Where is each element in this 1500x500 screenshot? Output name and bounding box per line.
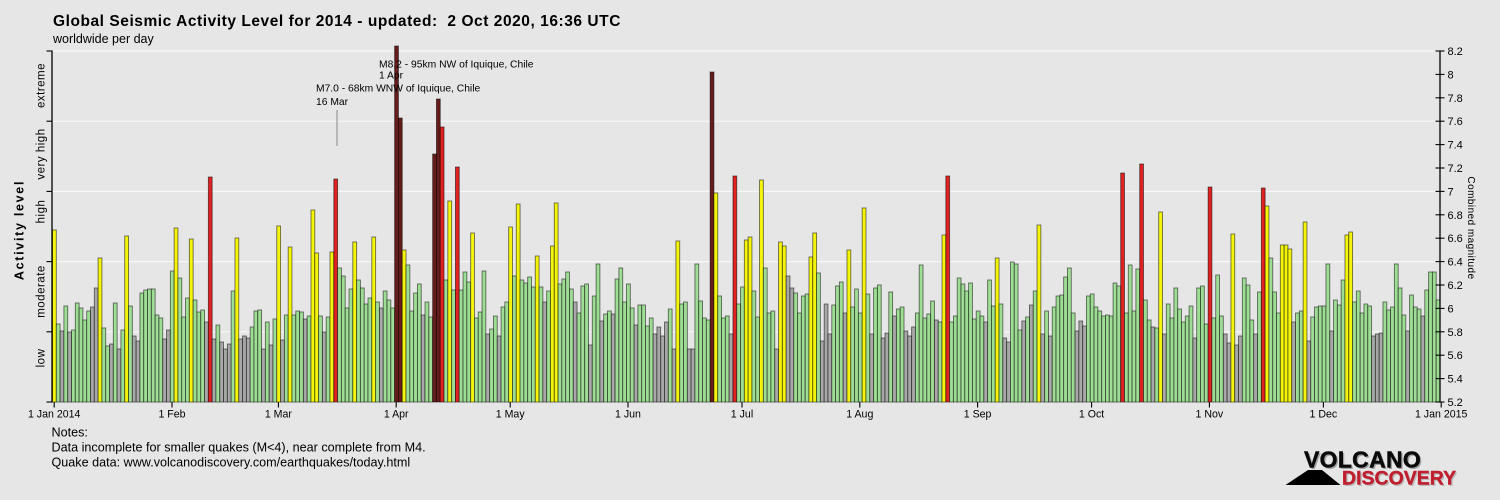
svg-text:5.2: 5.2 — [1448, 397, 1463, 409]
svg-text:low: low — [36, 348, 48, 367]
svg-text:1 Jan 2015: 1 Jan 2015 — [1415, 409, 1468, 421]
svg-text:1 May: 1 May — [496, 409, 526, 421]
svg-text:6.2: 6.2 — [1448, 280, 1463, 292]
svg-text:16 Mar: 16 Mar — [316, 97, 349, 108]
svg-text:6.8: 6.8 — [1448, 210, 1463, 222]
svg-text:Combined magnitude: Combined magnitude — [1465, 176, 1476, 279]
svg-text:high: high — [36, 200, 48, 224]
svg-text:1 Aug: 1 Aug — [846, 409, 873, 421]
svg-text:extreme: extreme — [36, 63, 48, 108]
svg-text:1 Jun: 1 Jun — [615, 409, 641, 421]
svg-text:M8.2 - 95km NW of Iquique, Chi: M8.2 - 95km NW of Iquique, Chile — [379, 60, 534, 71]
svg-text:5.4: 5.4 — [1448, 374, 1463, 386]
svg-text:Data incomplete for smaller qu: Data incomplete for smaller quakes (M<4)… — [52, 441, 426, 455]
svg-text:7.4: 7.4 — [1448, 140, 1463, 152]
svg-text:worldwide per day: worldwide per day — [52, 32, 154, 46]
svg-text:6.6: 6.6 — [1448, 233, 1463, 245]
svg-text:1 Oct: 1 Oct — [1079, 409, 1104, 421]
svg-text:7.6: 7.6 — [1448, 116, 1463, 128]
svg-text:7: 7 — [1448, 186, 1454, 198]
svg-text:7.2: 7.2 — [1448, 163, 1463, 175]
svg-text:moderate: moderate — [36, 265, 48, 318]
svg-text:very high: very high — [36, 128, 48, 179]
svg-text:5.8: 5.8 — [1448, 327, 1463, 339]
svg-text:Quake data: www.volcanodiscove: Quake data: www.volcanodiscovery.com/ear… — [52, 456, 411, 470]
svg-text:1 Jan 2014: 1 Jan 2014 — [28, 409, 81, 421]
svg-text:1 Mar: 1 Mar — [265, 409, 293, 421]
svg-text:Global Seismic Activity Level: Global Seismic Activity Level for 2014 -… — [53, 13, 621, 30]
svg-text:1 Dec: 1 Dec — [1310, 409, 1338, 421]
svg-text:Notes:: Notes: — [52, 426, 88, 440]
svg-text:M7.0 - 68km WNW of Iquique, Ch: M7.0 - 68km WNW of Iquique, Chile — [316, 84, 481, 95]
svg-text:VOLCANO: VOLCANO — [1306, 448, 1423, 474]
svg-text:8.2: 8.2 — [1448, 46, 1463, 58]
svg-text:1 Apr: 1 Apr — [384, 409, 409, 421]
svg-text:8: 8 — [1448, 69, 1454, 81]
svg-text:VOLCANO: VOLCANO — [1304, 447, 1421, 473]
svg-text:5.6: 5.6 — [1448, 350, 1463, 362]
svg-text:1 Jul: 1 Jul — [731, 409, 753, 421]
svg-text:DISCOVERY: DISCOVERY — [1342, 468, 1456, 490]
svg-text:6.4: 6.4 — [1448, 257, 1463, 269]
svg-text:Activity level: Activity level — [13, 180, 27, 280]
svg-text:7.8: 7.8 — [1448, 93, 1463, 105]
svg-text:1 Apr: 1 Apr — [379, 71, 404, 82]
svg-text:1 Nov: 1 Nov — [1196, 409, 1224, 421]
svg-text:1 Feb: 1 Feb — [158, 409, 185, 421]
svg-text:1 Sep: 1 Sep — [964, 409, 992, 421]
svg-text:6: 6 — [1448, 303, 1454, 315]
svg-text:DISCOVERY: DISCOVERY — [1344, 469, 1458, 491]
